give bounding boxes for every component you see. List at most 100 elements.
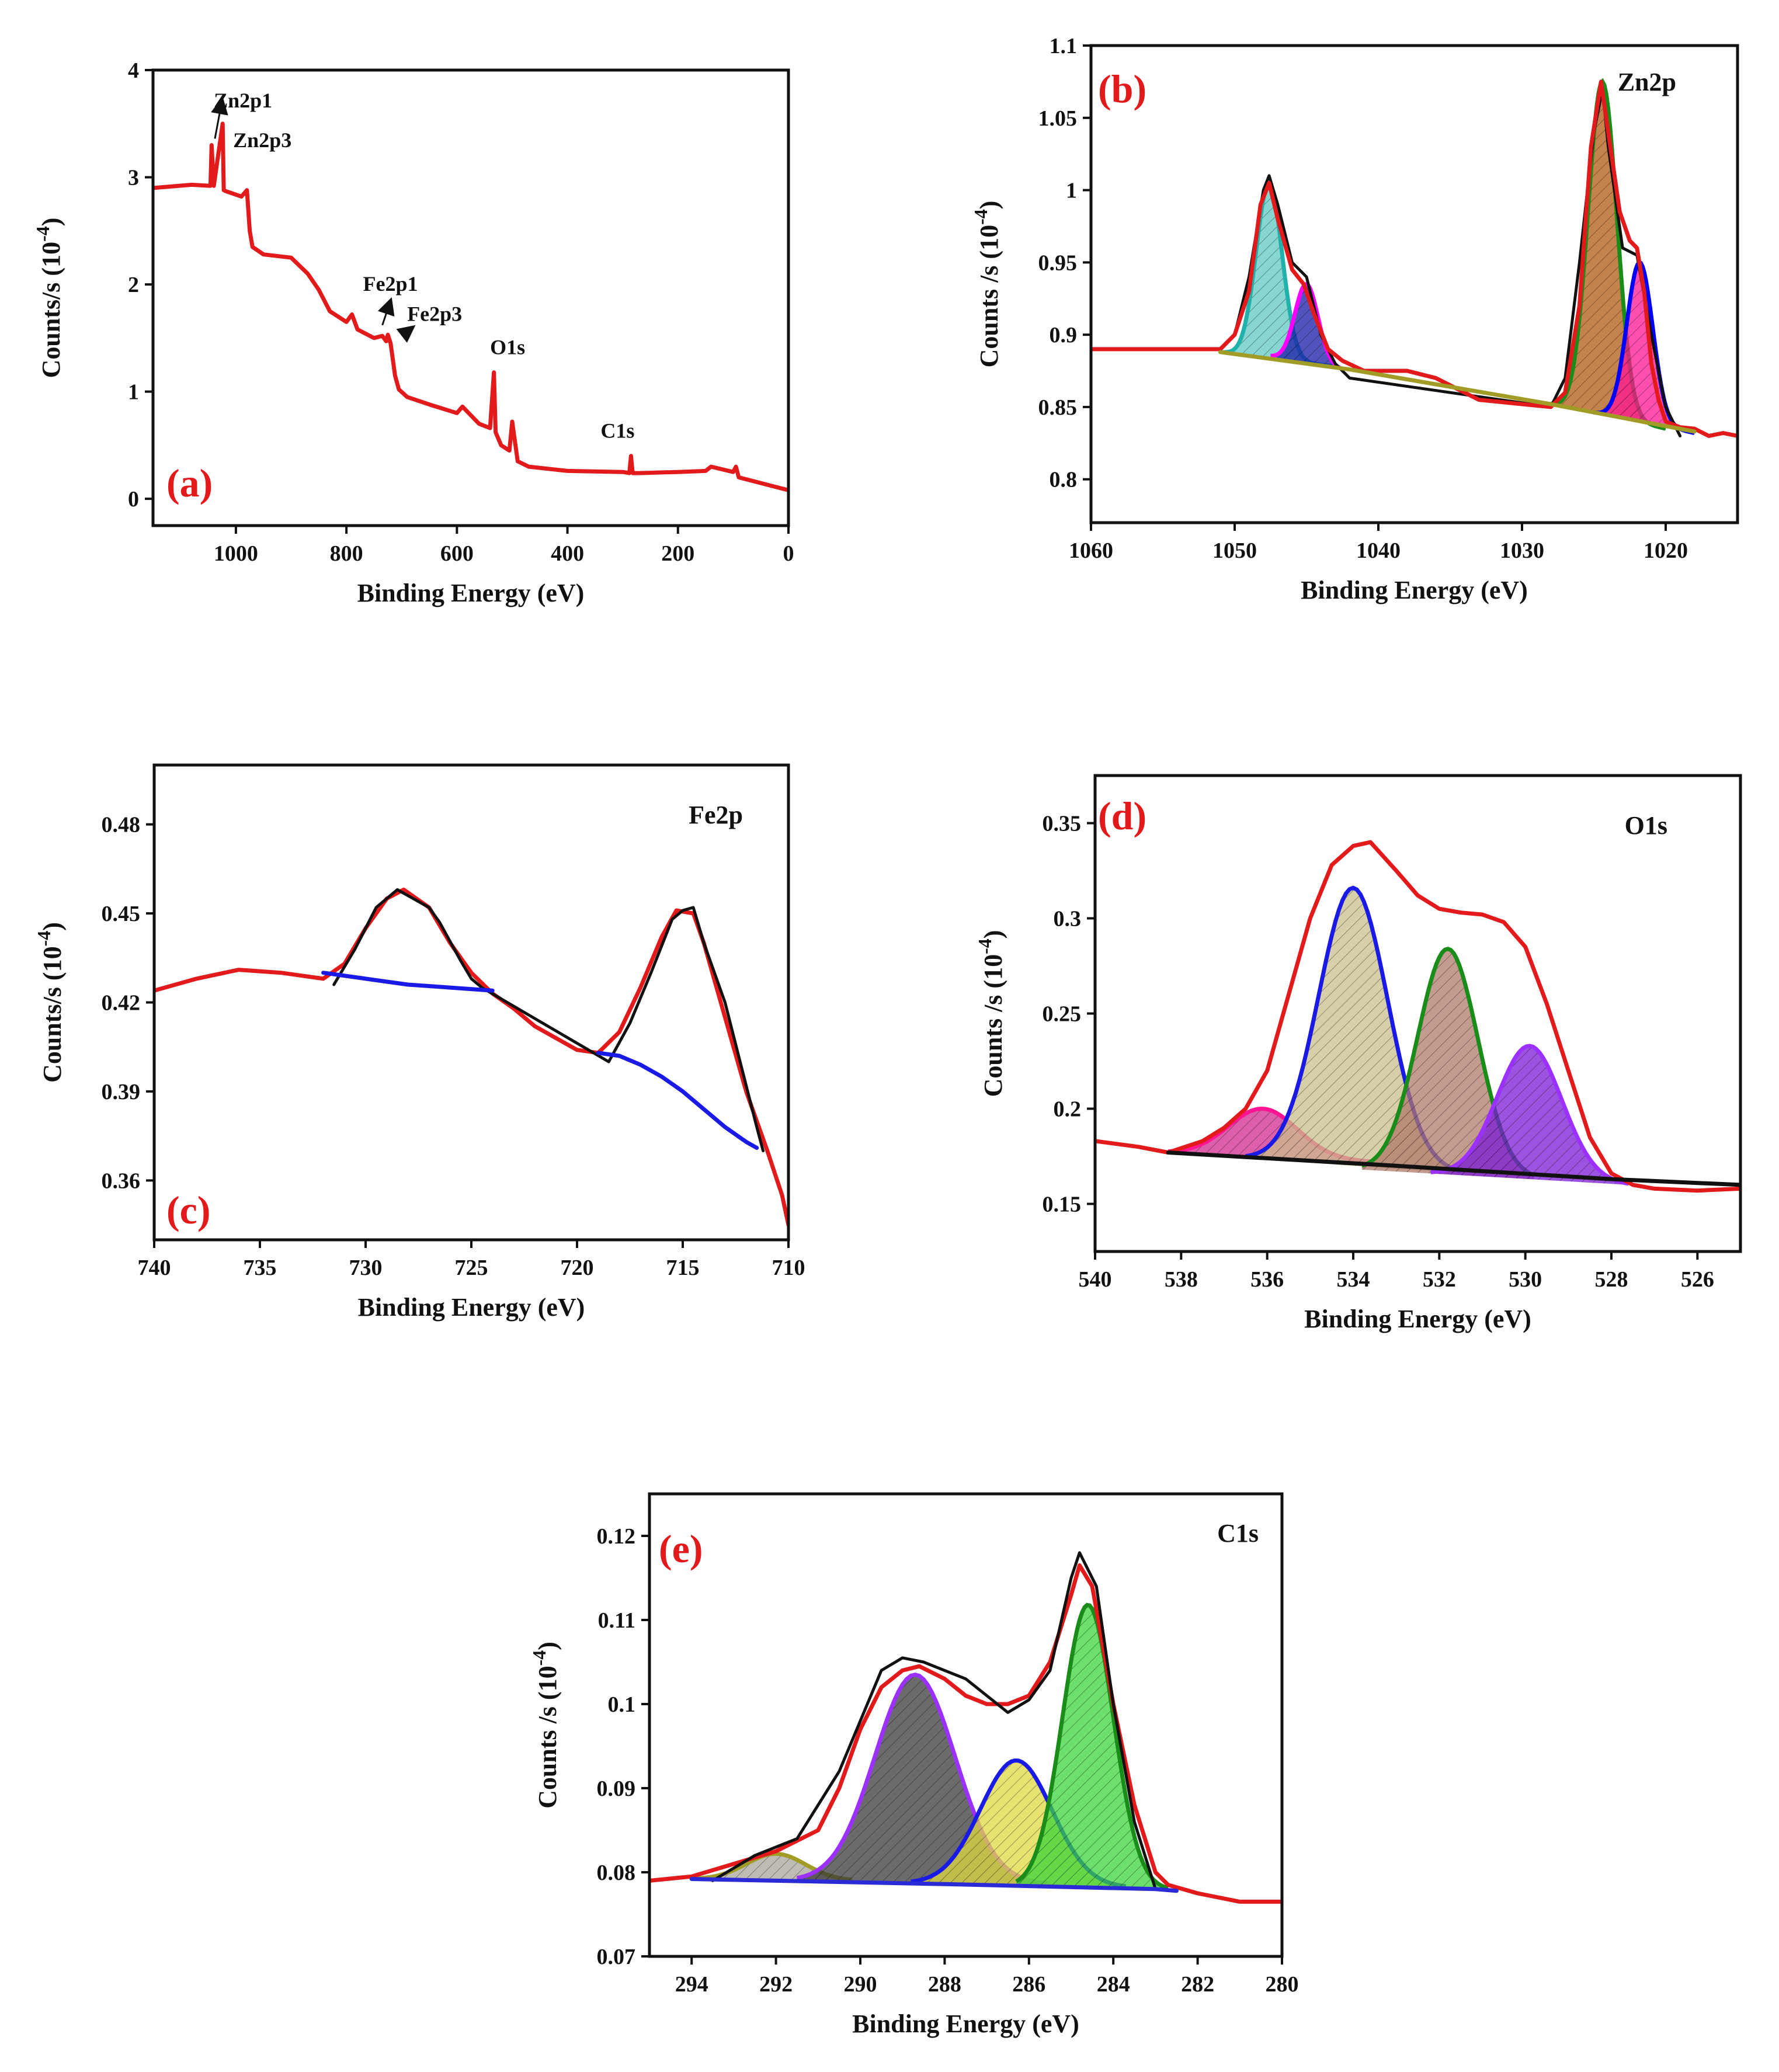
y-tick-label: 1 bbox=[1066, 179, 1077, 203]
y-tick-label: 0.1 bbox=[608, 1692, 636, 1717]
chart-panel-e: 294 292 290 288 286 284 282 280 0.07 0.08 0.09 0.1 0… bbox=[529, 1492, 1299, 2038]
x-tick-label: 526 bbox=[1681, 1267, 1714, 1292]
peak-annotation: O1s bbox=[490, 335, 525, 359]
y-axis-label: Counts /s (10-4) bbox=[529, 1642, 562, 1809]
y-tick-label: 0.12 bbox=[597, 1524, 636, 1549]
y-tick-label: 0.42 bbox=[102, 991, 141, 1016]
x-tick-label: 720 bbox=[561, 1256, 594, 1280]
chart-panel-b: 1060 1050 1040 1030 1020 0.8 0.85 0.9 0.95 1 1.05 1… bbox=[970, 34, 1739, 604]
y-tick-label: 0.11 bbox=[598, 1608, 635, 1633]
x-tick-label: 1000 bbox=[214, 541, 258, 566]
y-tick-label: 1 bbox=[128, 380, 139, 405]
x-tick-label: 536 bbox=[1250, 1267, 1284, 1292]
x-tick-label: 288 bbox=[928, 1972, 961, 1997]
chart-title: O1s bbox=[1625, 811, 1667, 840]
axes-frame bbox=[151, 68, 790, 527]
y-tick-label: 0.95 bbox=[1038, 251, 1078, 275]
y-tick-label: 0.15 bbox=[1043, 1193, 1082, 1217]
y-axis-label: Counts/s (10-4) bbox=[33, 922, 67, 1083]
y-tick-label: 0.39 bbox=[102, 1080, 141, 1104]
peak-hatch-Zn2p1-main bbox=[1220, 183, 1336, 367]
y-tick-label: 0.36 bbox=[102, 1169, 141, 1193]
peak-hatch-peak-536 bbox=[1168, 1108, 1375, 1162]
panel-label: (d) bbox=[1098, 794, 1146, 838]
x-tick-label: 1020 bbox=[1644, 538, 1688, 563]
x-tick-label: 532 bbox=[1423, 1267, 1456, 1292]
peak-line-peak-284.6 bbox=[1015, 1602, 1169, 1890]
x-tick-label: 710 bbox=[772, 1256, 805, 1280]
chart-title: Fe2p bbox=[689, 801, 743, 829]
y-tick-label: 0.8 bbox=[1050, 468, 1078, 492]
y-tick-label: 0.08 bbox=[597, 1861, 636, 1885]
panel-label: (c) bbox=[166, 1188, 210, 1232]
panel-label: (b) bbox=[1098, 67, 1146, 111]
x-tick-label: 735 bbox=[244, 1256, 277, 1280]
annotation-arrow bbox=[396, 325, 416, 343]
x-tick-label: 286 bbox=[1012, 1972, 1045, 1997]
y-axis-label: Counts /s (10-4) bbox=[970, 201, 1003, 368]
y-tick-label: 0.48 bbox=[102, 813, 141, 837]
series-baseline bbox=[1166, 1150, 1740, 1187]
x-tick-label: 1050 bbox=[1212, 538, 1257, 563]
plot-area-c bbox=[154, 887, 788, 1228]
annotation-arrow bbox=[377, 297, 395, 326]
peak-annotation: Fe2p1 bbox=[363, 272, 418, 295]
x-tick-label: 538 bbox=[1165, 1267, 1198, 1292]
peak-line-Zn2p1-sat bbox=[1270, 281, 1343, 371]
x-tick-label: 740 bbox=[138, 1256, 171, 1280]
x-tick-label: 528 bbox=[1595, 1267, 1628, 1292]
y-axis-label: Counts/s (10-4) bbox=[32, 218, 65, 378]
series-envelope bbox=[154, 887, 788, 1228]
x-tick-label: 400 bbox=[551, 541, 584, 566]
x-tick-label: 0 bbox=[783, 541, 794, 566]
x-tick-label: 282 bbox=[1181, 1972, 1214, 1997]
x-tick-label: 540 bbox=[1079, 1267, 1112, 1292]
y-tick-label: 4 bbox=[128, 58, 139, 83]
plot-area-b bbox=[1091, 78, 1738, 438]
x-tick-label: 725 bbox=[455, 1256, 488, 1280]
x-tick-label: 294 bbox=[675, 1972, 708, 1997]
x-tick-label: 1030 bbox=[1500, 538, 1544, 563]
x-tick-label: 284 bbox=[1097, 1972, 1130, 1997]
plot-area-a bbox=[153, 121, 788, 492]
series-raw bbox=[711, 1551, 1157, 1891]
chart-panel-a: 1000 800 600 400 200 0 0 1 2 3 4 Binding Energy (eV… bbox=[32, 58, 794, 607]
x-tick-label: 530 bbox=[1509, 1267, 1542, 1292]
x-tick-label: 800 bbox=[330, 541, 363, 566]
peak-line-peak-529.9 bbox=[1430, 1044, 1629, 1186]
axes-frame bbox=[648, 1492, 1284, 1958]
x-axis-label: Binding Energy (eV) bbox=[357, 579, 585, 607]
x-tick-label: 600 bbox=[440, 541, 474, 566]
chart-title: Zn2p bbox=[1618, 68, 1676, 96]
peak-annotation: C1s bbox=[600, 419, 634, 443]
chart-title: C1s bbox=[1217, 1519, 1259, 1548]
y-tick-label: 2 bbox=[128, 273, 139, 297]
y-tick-label: 1.1 bbox=[1050, 34, 1078, 58]
series-envelope bbox=[1095, 840, 1740, 1193]
y-tick-label: 0.3 bbox=[1054, 907, 1082, 931]
y-tick-label: 0.07 bbox=[597, 1945, 636, 1969]
annotation-arrow bbox=[211, 96, 228, 139]
series-baseline-1 bbox=[321, 971, 495, 993]
plot-area-d bbox=[1095, 840, 1740, 1193]
y-tick-label: 1.05 bbox=[1038, 106, 1078, 131]
x-tick-label: 200 bbox=[661, 541, 694, 566]
y-tick-label: 0 bbox=[128, 487, 139, 512]
y-tick-label: 0.25 bbox=[1043, 1002, 1082, 1027]
peak-hatch-peak-288.7 bbox=[797, 1674, 1050, 1885]
axes-frame bbox=[1089, 44, 1739, 524]
y-tick-label: 0.2 bbox=[1054, 1097, 1082, 1122]
x-tick-label: 280 bbox=[1266, 1972, 1299, 1997]
x-axis-label: Binding Energy (eV) bbox=[1301, 576, 1528, 604]
peak-hatch-Zn2p3-sat bbox=[1594, 262, 1695, 433]
peak-annotation: Zn2p3 bbox=[233, 128, 291, 152]
axes-frame bbox=[152, 763, 790, 1242]
series-baseline-2 bbox=[596, 1051, 759, 1150]
x-tick-label: 715 bbox=[666, 1256, 700, 1280]
y-tick-label: 0.85 bbox=[1038, 395, 1078, 420]
x-tick-label: 1040 bbox=[1356, 538, 1401, 563]
chart-panel-d: 540 538 536 534 532 530 528 526 0.15 0.2 0.25 0.3 0.… bbox=[974, 774, 1742, 1333]
y-tick-label: 0.35 bbox=[1043, 812, 1082, 836]
series-survey bbox=[153, 121, 788, 492]
